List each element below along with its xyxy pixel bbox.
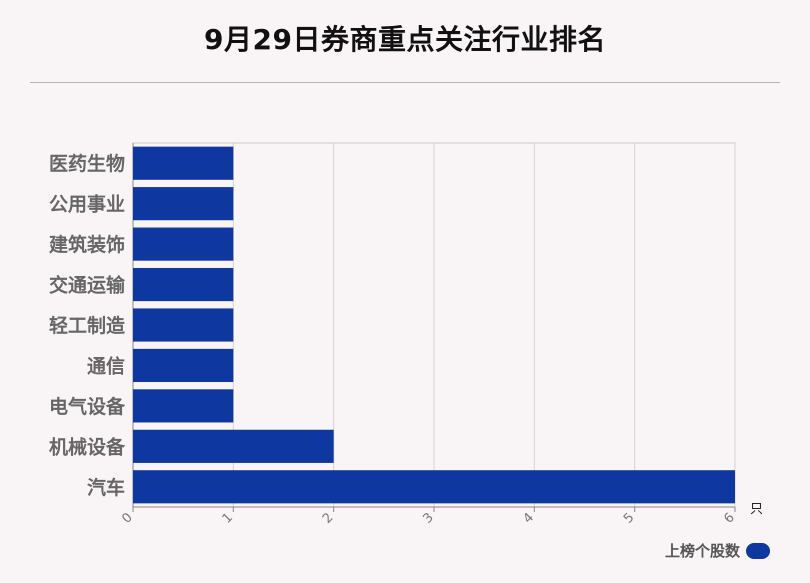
category-label: 建筑装饰 (49, 233, 125, 256)
x-tick-label: 3 (420, 510, 436, 526)
category-label: 交通运输 (49, 274, 126, 297)
category-label: 机械设备 (49, 435, 126, 458)
x-tick-label: 1 (220, 510, 236, 526)
bar (133, 187, 234, 221)
category-label: 轻工制造 (49, 314, 126, 337)
bar (133, 470, 735, 504)
x-tick-label: 2 (320, 510, 336, 526)
bar (133, 389, 234, 423)
bar (133, 146, 234, 180)
legend: 上榜个股数 (665, 540, 770, 561)
bar (133, 348, 234, 383)
category-label: 通信 (87, 354, 125, 377)
bar (133, 267, 234, 302)
bar (133, 227, 234, 261)
x-tick-label: 6 (721, 510, 737, 526)
x-axis-unit: 只 (750, 502, 763, 517)
legend-swatch (746, 542, 770, 559)
category-label: 汽车 (87, 476, 125, 499)
x-tick-label: 5 (621, 510, 637, 526)
bar (133, 429, 334, 463)
title-divider (30, 82, 780, 83)
legend-label: 上榜个股数 (664, 542, 740, 560)
x-tick-label: 4 (521, 510, 537, 526)
chart-title: 9月29日券商重点关注行业排名 (204, 23, 606, 56)
bar (133, 308, 234, 342)
category-label: 公用事业 (49, 193, 125, 216)
category-label: 电气设备 (49, 395, 126, 418)
x-tick-label: 0 (119, 510, 135, 526)
category-label: 医药生物 (49, 152, 125, 175)
